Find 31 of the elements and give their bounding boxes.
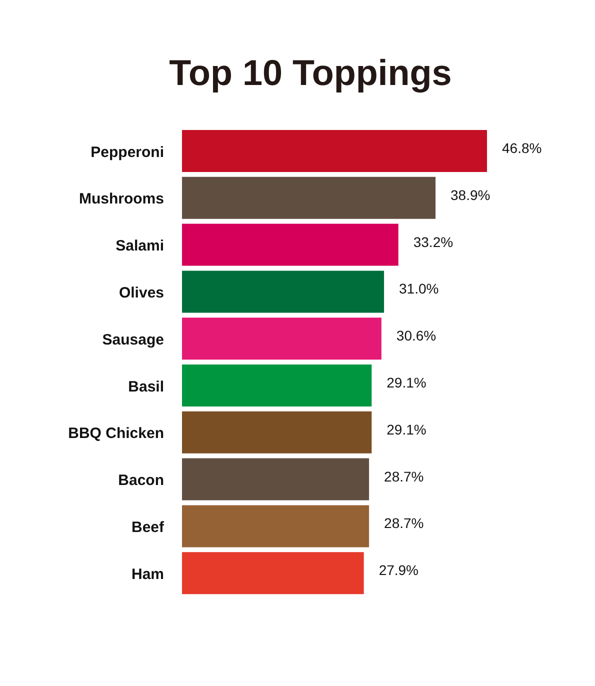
bar	[182, 552, 364, 594]
bar	[182, 364, 372, 406]
y-tick-label: Basil	[128, 378, 164, 396]
data-label: 28.7%	[384, 515, 424, 532]
data-label: 46.8%	[502, 140, 542, 156]
bar	[182, 224, 398, 266]
y-tick-label: Mushrooms	[78, 190, 164, 208]
data-label: 28.7%	[384, 468, 424, 484]
y-tick-label: Olives	[118, 284, 164, 302]
y-tick-label: Salami	[116, 238, 164, 255]
data-label: 33.2%	[413, 234, 454, 250]
bar	[182, 458, 370, 500]
bar	[182, 270, 384, 313]
chart-title: Top 10 Toppings	[168, 52, 453, 94]
data-label: 31.0%	[399, 280, 439, 297]
y-tick-label: Sausage	[102, 331, 164, 348]
y-tick-label: Bacon	[118, 472, 164, 490]
y-tick-label: Beef	[131, 518, 165, 536]
data-label: 29.1%	[386, 421, 426, 438]
data-label: 29.1%	[386, 374, 426, 390]
bar	[182, 411, 372, 454]
y-tick-label: Ham	[131, 566, 164, 583]
data-label: 30.6%	[396, 328, 436, 344]
bar	[182, 318, 382, 360]
bar	[182, 130, 487, 172]
bar	[182, 176, 436, 219]
data-label: 38.9%	[450, 186, 490, 203]
data-label: 27.9%	[378, 562, 419, 578]
y-tick-label: BBQ Chicken	[68, 425, 164, 442]
y-tick-label: Pepperoni	[90, 144, 164, 161]
bar	[182, 505, 370, 548]
